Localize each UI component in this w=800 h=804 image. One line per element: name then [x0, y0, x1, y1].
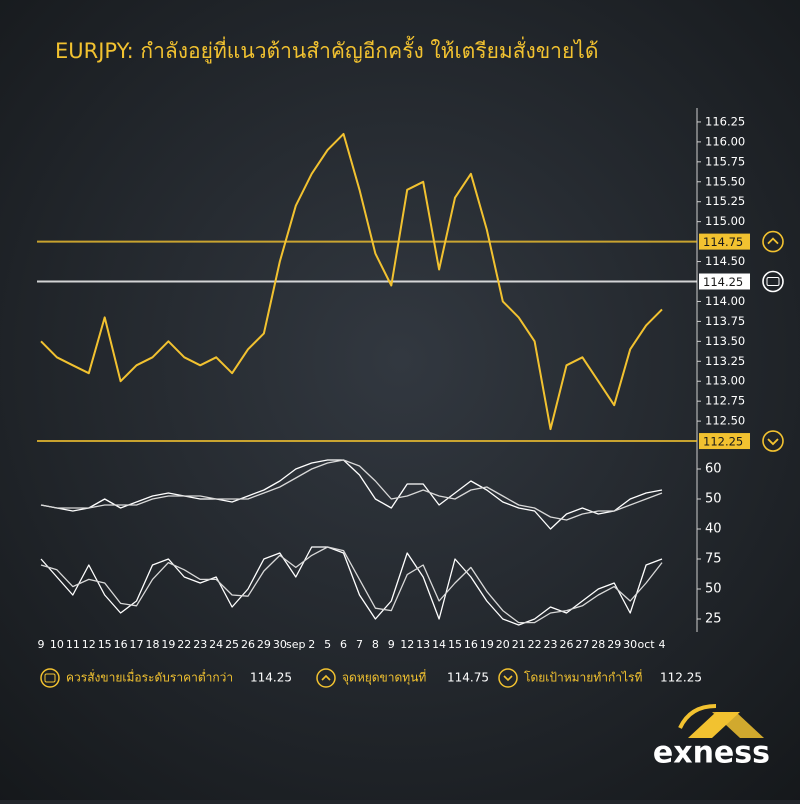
- level-label: 114.25: [703, 275, 743, 289]
- price-line: [40, 132, 663, 431]
- logo: exness: [653, 704, 770, 771]
- x-tick-label: 29: [257, 638, 271, 651]
- x-tick-label: 22: [528, 638, 542, 651]
- x-tick-label: 16: [114, 638, 128, 651]
- level-badge: [699, 433, 750, 450]
- level-badge: [699, 273, 750, 290]
- x-tick-label: 13: [416, 638, 430, 651]
- y-tick-label: 115.75: [705, 154, 745, 168]
- x-tick-label: 27: [575, 638, 589, 651]
- x-tick-label: 9: [38, 638, 45, 651]
- level-label: 114.75: [703, 235, 743, 249]
- x-tick-label: 18: [145, 638, 159, 651]
- y-tick-label: 75: [705, 552, 722, 567]
- x-tick-label: 28: [591, 638, 605, 651]
- y-tick-label: 114.00: [705, 294, 745, 308]
- x-tick-label: 7: [356, 638, 363, 651]
- y-tick-label: 114.50: [705, 254, 745, 268]
- y-tick-label: 113.25: [705, 354, 745, 368]
- level-icon: [766, 277, 780, 286]
- x-tick-label: 25: [225, 638, 239, 651]
- x-tick-label: 6: [340, 638, 347, 651]
- x-tick-label: 24: [209, 638, 223, 651]
- y-tick-label: 60: [705, 462, 722, 477]
- x-tick-label: oct: [638, 638, 656, 651]
- x-tick-label: 8: [372, 638, 379, 651]
- y-tick-label: 50: [705, 492, 722, 507]
- legend-text: โดยเป้าหมายทำกำไรที่: [524, 669, 642, 685]
- x-tick-label: 23: [544, 638, 558, 651]
- y-tick-label: 115.00: [705, 214, 745, 228]
- y-tick-label: 113.75: [705, 314, 745, 328]
- x-tick-label: 4: [659, 638, 666, 651]
- x-tick-label: 12: [82, 638, 96, 651]
- y-tick-label: 50: [705, 582, 722, 597]
- x-tick-label: 2: [308, 638, 315, 651]
- x-tick-label: 29: [607, 638, 621, 651]
- x-tick-label: 14: [432, 638, 446, 651]
- x-tick-label: 11: [66, 638, 80, 651]
- legend-icon: [498, 668, 518, 688]
- x-tick-label: 19: [480, 638, 494, 651]
- x-tick-label: 9: [388, 638, 395, 651]
- x-tick-label: 10: [50, 638, 64, 651]
- level-icon: [762, 270, 784, 293]
- level-label: 112.25: [703, 435, 743, 449]
- x-tick-label: 19: [161, 638, 175, 651]
- y-tick-label: 25: [705, 612, 722, 627]
- chart-title: EURJPY: กำลังอยู่ที่แนวต้านสำคัญอีกครั้ง…: [55, 36, 598, 64]
- legend-text: จุดหยุดขาดทุนที่: [342, 669, 426, 686]
- x-tick-label: 26: [241, 638, 255, 651]
- legend-icon: [503, 675, 513, 682]
- level-icon: [767, 237, 779, 245]
- y-tick-label: 40: [705, 522, 722, 537]
- indicator-line: [40, 546, 663, 624]
- level-badge: [699, 233, 750, 250]
- x-tick-label: 15: [448, 638, 462, 651]
- legend-value: 114.25: [250, 671, 292, 685]
- x-tick-label: 26: [559, 638, 573, 651]
- x-tick-label: 22: [177, 638, 191, 651]
- legend-icon: [40, 668, 60, 688]
- legend-icon: [316, 668, 336, 688]
- x-tick-label: 17: [130, 638, 144, 651]
- y-tick-label: 113.00: [705, 374, 745, 388]
- x-tick-label: 30: [273, 638, 287, 651]
- x-tick-label: 16: [464, 638, 478, 651]
- y-tick-label: 115.25: [705, 194, 745, 208]
- y-tick-label: 113.50: [705, 334, 745, 348]
- x-tick-label: 30: [623, 638, 637, 651]
- legend-icon: [321, 674, 331, 681]
- y-tick-label: 116.25: [705, 114, 745, 128]
- x-tick-label: 15: [98, 638, 112, 651]
- indicator-line: [40, 459, 663, 521]
- legend-value: 114.75: [447, 671, 489, 685]
- brand: exness: [653, 736, 770, 771]
- legend-text: ควรสั่งขายเมื่อระดับราคาต่ำกว่า: [66, 669, 233, 685]
- x-tick-label: sep: [286, 638, 305, 651]
- y-tick-label: 116.00: [705, 134, 745, 148]
- x-tick-label: 21: [512, 638, 526, 651]
- y-tick-label: 115.50: [705, 174, 745, 188]
- legend-icon: [44, 673, 56, 683]
- x-tick-label: 5: [324, 638, 331, 651]
- level-icon: [762, 230, 784, 253]
- y-tick-label: 112.50: [705, 414, 745, 428]
- x-tick-label: 20: [496, 638, 510, 651]
- level-icon: [762, 430, 784, 452]
- indicator-line: [40, 459, 663, 530]
- x-tick-label: 23: [193, 638, 207, 651]
- y-tick-label: 112.75: [705, 394, 745, 408]
- legend-value: 112.25: [660, 671, 702, 685]
- x-tick-label: 12: [400, 638, 414, 651]
- indicator-line: [40, 546, 663, 626]
- level-icon: [767, 438, 779, 446]
